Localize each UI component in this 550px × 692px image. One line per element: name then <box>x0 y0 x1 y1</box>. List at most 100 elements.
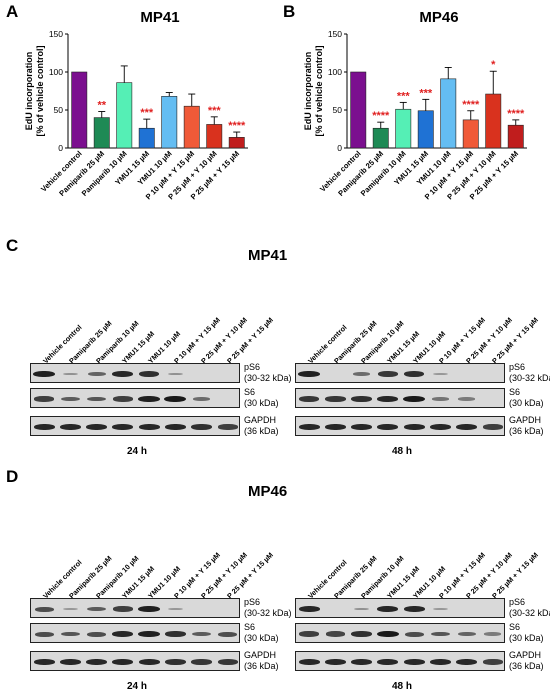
protein-band <box>432 607 448 611</box>
bar <box>228 137 245 149</box>
bar <box>462 119 479 149</box>
significance-mark: **** <box>507 108 525 120</box>
protein-band <box>62 607 78 611</box>
protein-band <box>217 424 238 430</box>
protein-band <box>59 423 81 431</box>
protein-band <box>33 423 55 431</box>
protein-band <box>430 631 450 637</box>
time-point-label: 48 h <box>392 446 413 457</box>
protein-band <box>351 631 372 637</box>
bar <box>485 93 502 149</box>
bar <box>93 117 110 149</box>
y-tick-label: 50 <box>54 105 64 115</box>
y-axis-label: EdU incorporation [% of vehicle control] <box>303 45 324 136</box>
protein-band <box>324 423 346 431</box>
protein-band <box>482 424 503 430</box>
bar <box>507 124 524 149</box>
protein-band <box>191 659 212 665</box>
significance-mark: **** <box>228 120 246 132</box>
protein-band <box>34 396 55 402</box>
blot-strip-s6 <box>295 388 505 408</box>
y-tick-label: 150 <box>49 29 63 39</box>
protein-band <box>112 658 134 666</box>
protein-band <box>403 395 426 403</box>
bar-chart-mp41: MP41 EdU incorporation [% of vehicle contr… <box>24 9 248 201</box>
protein-band <box>351 396 372 402</box>
blot-strip-s6 <box>30 623 240 643</box>
protein-band <box>59 658 81 666</box>
protein-band <box>138 630 160 638</box>
protein-band <box>112 370 134 378</box>
protein-band <box>353 607 370 611</box>
protein-band <box>165 631 186 637</box>
band-label-ps6: pS6 (30-32 kDa) <box>244 597 292 618</box>
protein-band <box>429 658 451 666</box>
y-axis-label-line: [% of vehicle control] <box>314 45 324 136</box>
y-tick-label: 100 <box>49 67 63 77</box>
protein-band <box>403 423 425 431</box>
protein-band <box>86 423 108 431</box>
bar-chart-mp46: MP46 EdU incorporation [% of vehicle contr… <box>303 9 527 201</box>
protein-band <box>325 396 346 402</box>
protein-band <box>61 396 80 402</box>
bar <box>417 110 434 149</box>
protein-band <box>377 605 399 613</box>
protein-band <box>112 423 134 431</box>
blot-strip-ps6 <box>30 363 240 383</box>
y-tick-label: 100 <box>328 67 342 77</box>
protein-band <box>325 631 346 637</box>
blot-strip-s6 <box>295 623 505 643</box>
lane-label: P 10 µM + Y 15 µM <box>172 315 223 366</box>
protein-band <box>324 658 346 666</box>
y-axis-label-line: [% of vehicle control] <box>35 45 45 136</box>
protein-band <box>33 658 55 666</box>
protein-band <box>376 630 399 638</box>
y-tick-label: 0 <box>58 143 63 153</box>
protein-band <box>112 606 133 612</box>
blot-strip-gapdh <box>295 416 505 436</box>
y-tick-label: 0 <box>337 143 342 153</box>
band-label-gapdh: GAPDH (36 kDa) <box>244 415 279 436</box>
y-axis-label-line: EdU incorporation <box>303 52 313 131</box>
lane-label: P 10 µM + Y 15 µM <box>172 550 223 601</box>
protein-band <box>298 658 320 666</box>
protein-band <box>351 658 373 666</box>
protein-band <box>456 658 478 666</box>
significance-mark: **** <box>462 99 480 111</box>
protein-band <box>403 371 425 377</box>
y-tick-label: 150 <box>328 29 342 39</box>
protein-band <box>164 423 186 431</box>
lane-label: P 25 µM + Y 15 µM <box>489 550 540 601</box>
band-label-s6: S6 (30 kDa) <box>244 622 279 643</box>
blot-title-mp46: MP46 <box>248 483 288 500</box>
band-label-gapdh: GAPDH (36 kDa) <box>509 415 544 436</box>
protein-band <box>377 423 399 431</box>
lane-label: P 25 µM + Y 15 µM <box>224 550 275 601</box>
band-label-ps6: pS6 (30-32 kDa) <box>509 597 550 618</box>
lane-label: P 25 µM + Y 15 µM <box>489 315 540 366</box>
panel-letter-b: B <box>283 2 296 21</box>
panel-letter-c: C <box>6 236 19 255</box>
lane-label: P 10 µM + Y 15 µM <box>437 315 488 366</box>
protein-band <box>62 372 79 376</box>
protein-band <box>86 658 108 666</box>
protein-band <box>138 371 160 377</box>
protein-band <box>456 423 478 431</box>
protein-band <box>112 396 133 402</box>
significance-mark: *** <box>140 107 154 119</box>
significance-mark: *** <box>397 90 411 102</box>
protein-band <box>431 397 449 401</box>
protein-band <box>87 606 106 612</box>
blot-strip-gapdh <box>30 651 240 671</box>
blot-strip-s6 <box>30 388 240 408</box>
band-label-gapdh: GAPDH (36 kDa) <box>509 650 544 671</box>
protein-band <box>165 659 186 665</box>
protein-band <box>34 631 54 637</box>
chart-title: MP41 <box>140 9 179 26</box>
protein-band <box>458 397 476 401</box>
protein-band <box>429 423 451 431</box>
protein-band <box>377 658 399 666</box>
y-axis-label: EdU incorporation [% of vehicle control] <box>24 45 45 136</box>
protein-band <box>217 659 239 665</box>
protein-band <box>112 630 134 638</box>
